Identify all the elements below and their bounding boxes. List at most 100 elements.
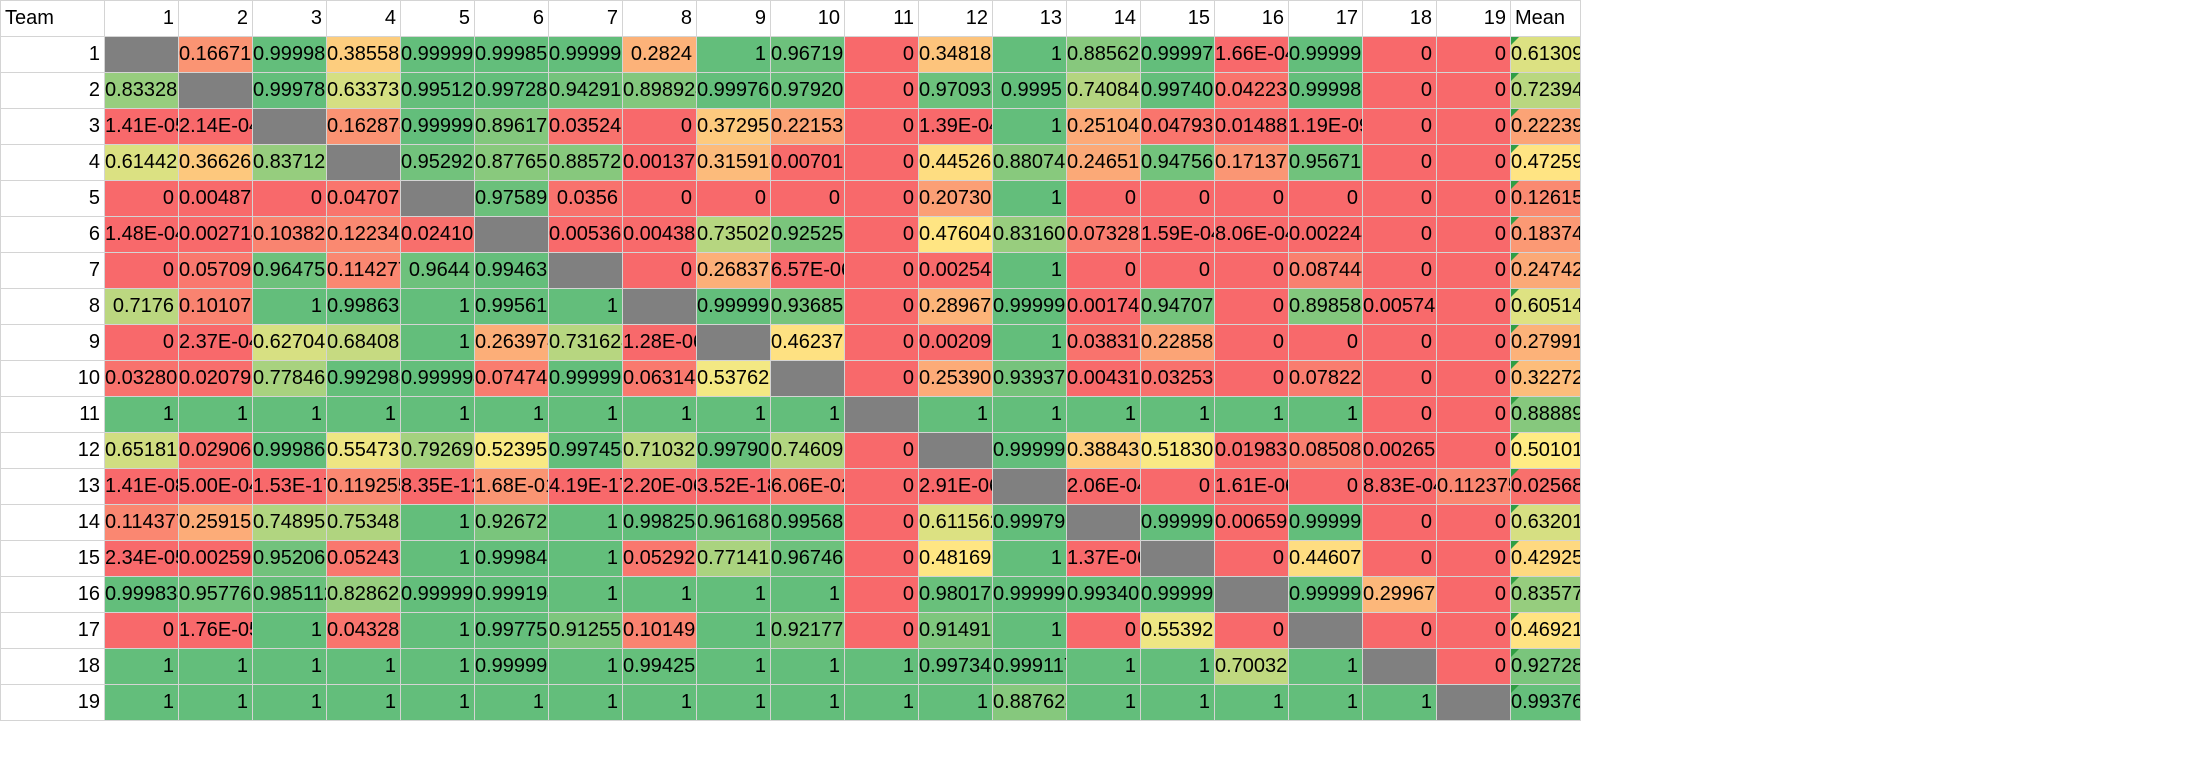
win-probability-cell[interactable]: 0 [1214,612,1289,649]
win-probability-cell[interactable]: 0.999982 [1288,72,1363,109]
win-probability-cell[interactable]: 0.999763 [696,72,771,109]
win-probability-cell[interactable]: 0.166719 [178,36,253,73]
win-probability-cell[interactable]: 0.999994 [400,360,475,397]
win-probability-cell[interactable]: 2.14E-04 [178,108,253,145]
win-probability-cell[interactable]: 1 [252,288,327,325]
win-probability-cell[interactable]: 0.122346 [326,216,401,253]
win-probability-cell[interactable]: 0.627047 [252,324,327,361]
win-probability-cell[interactable]: 1 [844,648,919,685]
win-probability-cell[interactable]: 0.952928 [400,144,475,181]
column-header-16[interactable]: 16 [1214,0,1289,37]
win-probability-cell[interactable]: 0.999793 [992,504,1067,541]
column-header-4[interactable]: 4 [326,0,401,37]
win-probability-cell[interactable]: 8.06E-04 [1214,216,1289,253]
win-probability-cell[interactable]: 1 [252,612,327,649]
win-probability-cell[interactable]: 0 [844,360,919,397]
win-probability-cell[interactable]: 0 [1362,396,1437,433]
mean-cell[interactable]: 0.47259 [1510,144,1581,181]
win-probability-cell[interactable]: 0.999999 [474,648,549,685]
win-probability-cell[interactable]: 0 [844,504,919,541]
win-probability-cell[interactable]: 1 [992,396,1067,433]
win-probability-cell[interactable]: 0.970935 [918,72,993,109]
win-probability-cell[interactable]: 1 [400,684,475,721]
win-probability-cell[interactable]: 0.103827 [252,216,327,253]
win-probability-cell[interactable]: 5.00E-04 [178,468,253,505]
mean-cell[interactable]: 0.99376 [1510,684,1581,721]
win-probability-cell[interactable]: 1 [696,396,771,433]
win-probability-cell[interactable]: 0.8985801 [1288,288,1363,325]
win-probability-cell[interactable]: 0.748955 [252,504,327,541]
row-header-team[interactable]: 15 [0,540,105,577]
win-probability-cell[interactable]: 0.887624 [992,684,1067,721]
win-probability-cell[interactable]: 0.221532 [770,108,845,145]
row-header-team[interactable]: 3 [0,108,105,145]
win-probability-cell[interactable]: 0.957762 [178,576,253,613]
win-probability-cell[interactable]: 0.999194 [474,576,549,613]
diagonal-cell[interactable] [1288,612,1363,649]
win-probability-cell[interactable]: 0.4460737 [1288,540,1363,577]
win-probability-cell[interactable]: 0.880745 [992,144,1067,181]
win-probability-cell[interactable]: 1 [326,684,401,721]
diagonal-cell[interactable] [1214,576,1289,613]
win-probability-cell[interactable]: 0.445268 [918,144,993,181]
diagonal-cell[interactable] [1362,648,1437,685]
win-probability-cell[interactable]: 0.9567102 [1288,144,1363,181]
win-probability-cell[interactable]: 0.1192553 [326,468,401,505]
column-header-15[interactable]: 15 [1140,0,1215,37]
win-probability-cell[interactable]: 2.20E-06 [622,468,697,505]
win-probability-cell[interactable]: 0.029065 [178,432,253,469]
diagonal-cell[interactable] [178,72,253,109]
win-probability-cell[interactable]: 0 [1362,252,1437,289]
win-probability-cell[interactable]: 0.042238 [1214,72,1289,109]
win-probability-cell[interactable]: 0.476042 [918,216,993,253]
win-probability-cell[interactable]: 0.828624 [326,576,401,613]
column-header-17[interactable]: 17 [1288,0,1363,37]
win-probability-cell[interactable]: 1 [400,612,475,649]
win-probability-cell[interactable]: 0 [1362,72,1437,109]
win-probability-cell[interactable]: 1.28E-06 [622,324,697,361]
column-header-10[interactable]: 10 [770,0,845,37]
win-probability-cell[interactable]: 4.19E-17 [548,468,623,505]
win-probability-cell[interactable]: 0 [844,216,919,253]
win-probability-cell[interactable]: 0 [844,432,919,469]
win-probability-cell[interactable]: 1 [104,648,179,685]
diagonal-cell[interactable] [1140,540,1215,577]
mean-cell[interactable]: 0.22239 [1510,108,1581,145]
win-probability-cell[interactable]: 0.063143 [622,360,697,397]
win-probability-cell[interactable]: 0 [1362,216,1437,253]
win-probability-cell[interactable]: 0.778468 [252,360,327,397]
win-probability-cell[interactable]: 0.98017 [918,576,993,613]
win-probability-cell[interactable]: 1.76E-05 [178,612,253,649]
win-probability-cell[interactable]: 0.047932 [1140,108,1215,145]
mean-cell[interactable]: 0.60514 [1510,288,1581,325]
win-probability-cell[interactable]: 0 [1436,72,1511,109]
win-probability-cell[interactable]: 0 [1140,180,1215,217]
win-probability-cell[interactable]: 0.921772 [770,612,845,649]
win-probability-cell[interactable]: 1 [1288,648,1363,685]
win-probability-cell[interactable]: 1 [548,504,623,541]
column-header-9[interactable]: 9 [696,0,771,37]
win-probability-cell[interactable]: 2.34E-05 [104,540,179,577]
win-probability-cell[interactable]: 0.251045 [1066,108,1141,145]
win-probability-cell[interactable]: 0.005745 [1362,288,1437,325]
win-probability-cell[interactable]: 1 [326,648,401,685]
win-probability-cell[interactable]: 0.002714 [178,216,253,253]
win-probability-cell[interactable]: 1 [992,540,1067,577]
row-header-team[interactable]: 7 [0,252,105,289]
win-probability-cell[interactable]: 0.020793 [178,360,253,397]
win-probability-cell[interactable]: 1 [696,576,771,613]
win-probability-cell[interactable]: 0 [844,180,919,217]
row-header-team[interactable]: 11 [0,396,105,433]
win-probability-cell[interactable]: 0 [1362,144,1437,181]
win-probability-cell[interactable]: 0.952068 [252,540,327,577]
row-header-team[interactable]: 16 [0,576,105,613]
win-probability-cell[interactable]: 0.38558 [326,36,401,73]
win-probability-cell[interactable]: 1 [1066,648,1141,685]
win-probability-cell[interactable]: 0 [844,288,919,325]
column-header-2[interactable]: 2 [178,0,253,37]
diagonal-cell[interactable] [844,396,919,433]
win-probability-cell[interactable]: 1 [400,396,475,433]
diagonal-cell[interactable] [622,288,697,325]
win-probability-cell[interactable]: 0.0782278 [1288,360,1363,397]
win-probability-cell[interactable]: 0.61442 [104,144,179,181]
